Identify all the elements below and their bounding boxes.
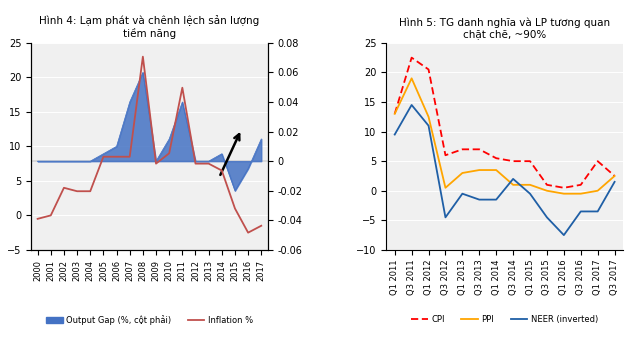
NEER (inverted) [391, 132, 399, 137]
CPI [476, 147, 483, 151]
PPI [476, 168, 483, 172]
NEER (inverted) [611, 180, 619, 184]
Line: NEER (inverted): NEER (inverted) [395, 105, 615, 235]
NEER (inverted) [509, 177, 517, 181]
CPI [391, 112, 399, 116]
NEER (inverted) [493, 197, 500, 202]
PPI [611, 174, 619, 178]
NEER (inverted) [594, 209, 602, 213]
NEER (inverted) [476, 197, 483, 202]
PPI [577, 192, 585, 196]
CPI [543, 183, 551, 187]
CPI [611, 174, 619, 178]
CPI [594, 159, 602, 163]
Legend: Output Gap (%, cột phải), Inflation %: Output Gap (%, cột phải), Inflation % [43, 312, 256, 328]
Line: PPI: PPI [395, 78, 615, 194]
CPI [459, 147, 466, 151]
CPI [509, 159, 517, 163]
PPI [408, 76, 415, 80]
Legend: CPI, PPI, NEER (inverted): CPI, PPI, NEER (inverted) [408, 312, 602, 328]
PPI [543, 188, 551, 193]
CPI [526, 159, 534, 163]
PPI [425, 115, 432, 119]
CPI [442, 153, 449, 157]
PPI [493, 168, 500, 172]
CPI [560, 186, 568, 190]
CPI [493, 156, 500, 160]
NEER (inverted) [425, 124, 432, 128]
NEER (inverted) [543, 215, 551, 220]
PPI [459, 171, 466, 175]
PPI [509, 183, 517, 187]
PPI [391, 112, 399, 116]
Title: Hình 4: Lạm phát và chênh lệch sản lượng
tiềm năng: Hình 4: Lạm phát và chênh lệch sản lượng… [39, 16, 260, 39]
PPI [442, 186, 449, 190]
NEER (inverted) [459, 192, 466, 196]
CPI [408, 55, 415, 60]
NEER (inverted) [577, 209, 585, 213]
PPI [526, 183, 534, 187]
Line: CPI: CPI [395, 57, 615, 188]
PPI [560, 192, 568, 196]
CPI [577, 183, 585, 187]
NEER (inverted) [442, 215, 449, 220]
Title: Hình 5: TG danh nghĩa và LP tương quan
chặt chẽ, ~90%: Hình 5: TG danh nghĩa và LP tương quan c… [399, 17, 610, 39]
CPI [425, 67, 432, 72]
NEER (inverted) [408, 103, 415, 107]
NEER (inverted) [526, 192, 534, 196]
NEER (inverted) [560, 233, 568, 237]
PPI [594, 188, 602, 193]
